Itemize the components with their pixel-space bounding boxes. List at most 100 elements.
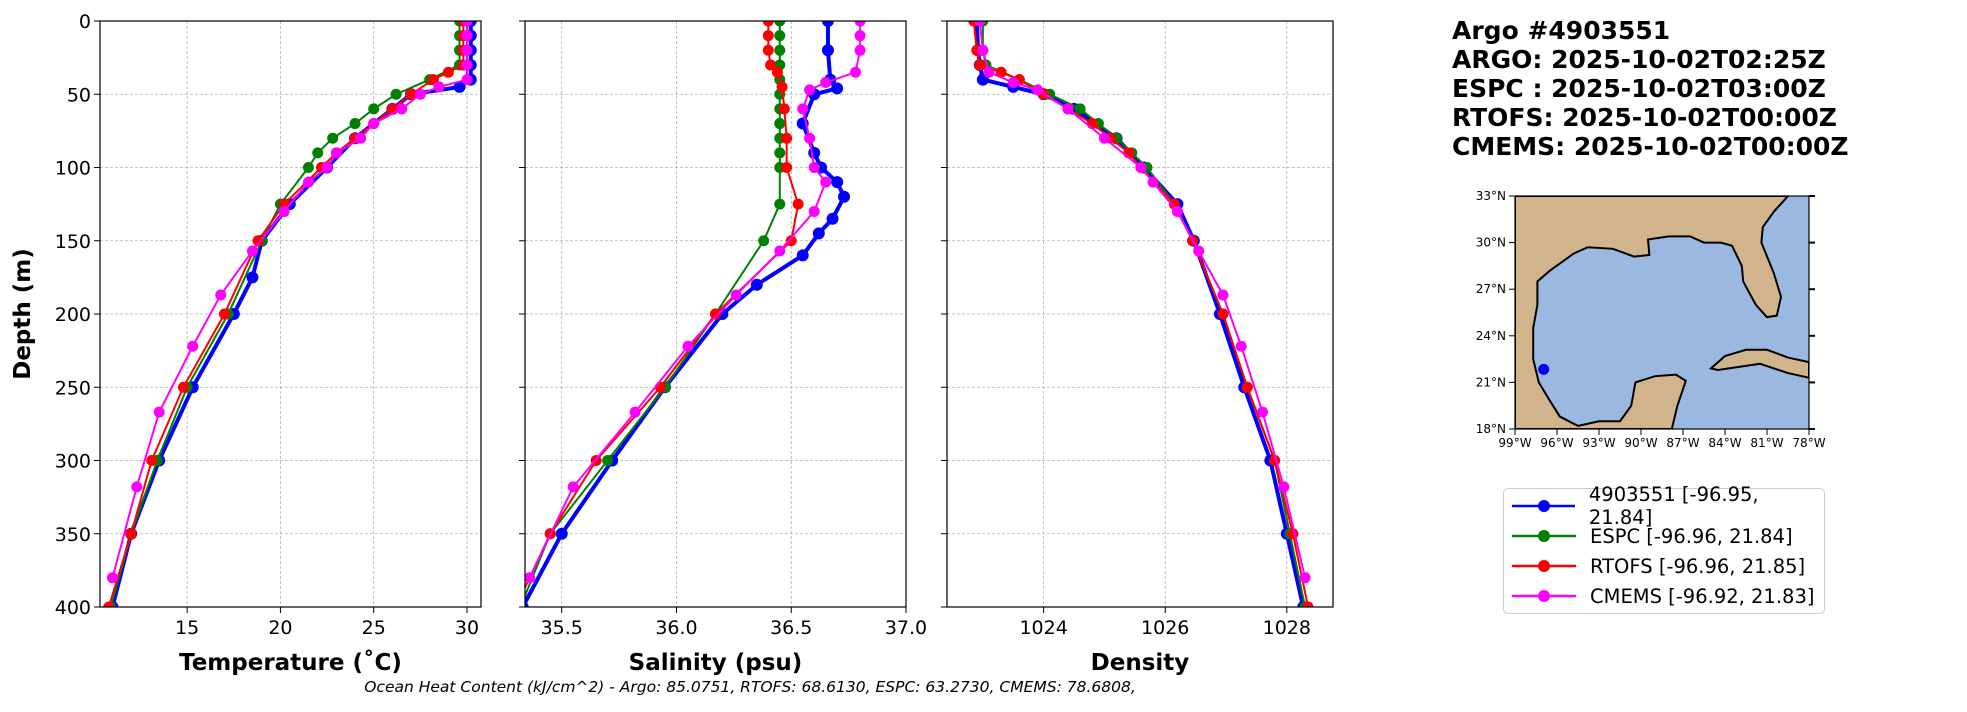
map-content xyxy=(1515,196,1809,429)
x-tick-label: 35.5 xyxy=(541,617,583,639)
data-point-4903551 xyxy=(831,176,844,189)
legend-marker-icon xyxy=(1512,560,1576,572)
data-point-cmems xyxy=(433,81,445,93)
map-lat-label: 24°N xyxy=(1476,329,1506,343)
data-point-espc xyxy=(774,21,786,27)
data-point-rtofs xyxy=(974,59,986,71)
data-point-4903551 xyxy=(796,249,809,262)
data-point-rtofs xyxy=(762,44,774,56)
axes-frame xyxy=(524,20,907,608)
data-point-rtofs xyxy=(125,528,137,540)
axes-frame xyxy=(99,20,482,608)
data-point-cmems xyxy=(808,162,820,173)
data-point-rtofs xyxy=(218,308,230,320)
data-point-rtofs xyxy=(1241,381,1253,393)
data-point-cmems xyxy=(107,572,119,584)
data-point-cmems xyxy=(278,205,290,217)
y-axis-label: Depth (m) xyxy=(10,248,36,380)
map-lon-label: 96°W xyxy=(1540,436,1573,450)
data-point-cmems xyxy=(1098,132,1110,144)
data-point-rtofs xyxy=(776,81,788,93)
legend-item: 4903551 [-96.95, 21.84] xyxy=(1512,483,1824,529)
data-point-cmems xyxy=(977,44,989,56)
data-point-espc xyxy=(774,30,786,42)
data-point-cmems xyxy=(215,289,227,301)
data-point-4903551 xyxy=(826,212,839,225)
series-group xyxy=(968,21,1314,607)
x-axis-label: Temperature (˚C) xyxy=(179,649,402,676)
land-cuba xyxy=(1708,348,1809,379)
data-point-cmems xyxy=(368,118,380,130)
data-point-cmems xyxy=(854,44,866,56)
legend-item: CMEMS [-96.92, 21.83] xyxy=(1512,581,1814,611)
data-point-rtofs xyxy=(405,88,417,100)
legend-label: CMEMS [-96.92, 21.83] xyxy=(1590,584,1815,608)
series-group xyxy=(525,21,866,607)
x-axis-label: Density xyxy=(1091,650,1190,676)
data-point-espc xyxy=(774,147,786,159)
map-lat-label: 21°N xyxy=(1476,375,1506,389)
data-point-espc xyxy=(327,132,339,144)
float-location-marker xyxy=(1538,363,1550,375)
legend-item: ESPC [-96.96, 21.84] xyxy=(1512,521,1793,551)
legend-item: RTOFS [-96.96, 21.85] xyxy=(1512,551,1805,581)
data-point-rtofs xyxy=(785,235,797,247)
map-frame xyxy=(1514,195,1810,430)
data-point-cmems xyxy=(1062,103,1074,115)
data-point-espc xyxy=(368,103,380,115)
legend-label: ESPC [-96.96, 21.84] xyxy=(1590,524,1793,548)
x-tick-label: 36.5 xyxy=(770,617,812,639)
data-point-cmems xyxy=(461,74,473,86)
x-tick-label: 30 xyxy=(455,617,479,639)
series-line-cmems xyxy=(978,21,1307,578)
map-lon-label: 84°W xyxy=(1708,436,1741,450)
data-point-cmems xyxy=(567,481,579,493)
series-group xyxy=(103,21,477,607)
data-point-cmems xyxy=(1032,84,1044,96)
data-point-rtofs xyxy=(1302,601,1314,607)
data-point-cmems xyxy=(1135,162,1147,173)
info-line: RTOFS: 2025-10-02T00:00Z xyxy=(1452,103,1837,132)
y-tick-label: 250 xyxy=(55,377,91,399)
data-point-4903551 xyxy=(821,44,834,57)
legend-marker-icon xyxy=(1512,530,1576,542)
data-point-cmems xyxy=(302,176,314,188)
map-lat-label: 33°N xyxy=(1476,189,1506,203)
legend-label: RTOFS [-96.96, 21.85] xyxy=(1590,554,1806,578)
x-tick-label: 36.0 xyxy=(655,617,697,639)
map-lon-label: 81°W xyxy=(1750,436,1783,450)
float-info: Argo #4903551 ARGO: 2025-10-02T02:25Z ES… xyxy=(1452,16,1849,161)
data-point-espc xyxy=(302,162,314,173)
data-point-4903551 xyxy=(821,21,834,27)
x-tick-label: 15 xyxy=(175,617,199,639)
data-point-rtofs xyxy=(654,381,666,393)
map-lon-label: 87°W xyxy=(1666,436,1699,450)
data-point-cmems xyxy=(461,59,473,71)
data-point-4903551 xyxy=(838,190,851,203)
data-point-cmems xyxy=(321,162,333,173)
data-point-rtofs xyxy=(792,198,804,210)
data-point-cmems xyxy=(1007,77,1019,89)
data-point-rtofs xyxy=(781,162,793,173)
data-point-4903551 xyxy=(555,527,568,540)
map-lon-label: 78°W xyxy=(1792,436,1825,450)
data-point-rtofs xyxy=(252,235,264,247)
data-point-cmems xyxy=(131,481,143,493)
data-point-cmems xyxy=(983,66,995,78)
data-point-cmems xyxy=(461,30,473,42)
data-point-cmems xyxy=(854,30,866,42)
data-point-rtofs xyxy=(710,308,721,320)
legend-label: 4903551 [-96.95, 21.84] xyxy=(1588,483,1759,529)
data-point-rtofs xyxy=(771,66,783,78)
y-tick-label: 0 xyxy=(79,11,91,33)
data-point-rtofs xyxy=(765,59,777,71)
y-tick-label: 100 xyxy=(55,158,91,180)
panel-0: 0 50 100 150 200 250 300 350 400 15 20 25 30 Temperat… xyxy=(10,11,482,676)
data-point-cmems xyxy=(414,88,426,100)
data-point-cmems xyxy=(808,205,820,217)
data-point-cmems xyxy=(804,84,816,96)
data-point-cmems xyxy=(730,289,742,301)
y-tick-label: 150 xyxy=(55,231,91,253)
data-point-cmems xyxy=(461,21,473,27)
data-point-cmems xyxy=(396,103,408,115)
